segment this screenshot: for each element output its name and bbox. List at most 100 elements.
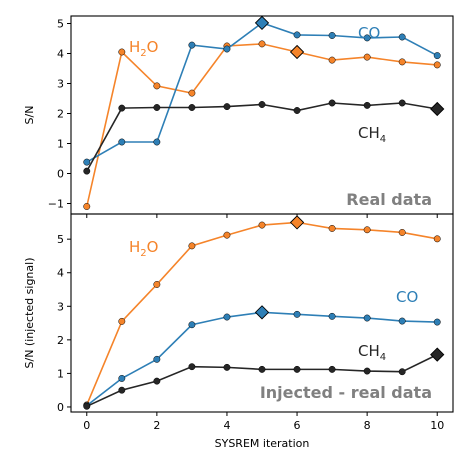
data-point-co — [223, 45, 231, 53]
data-point-ch4 — [153, 104, 161, 111]
data-point-co — [398, 33, 406, 41]
data-point-ch4 — [83, 402, 91, 410]
data-point-co — [363, 314, 371, 322]
y-tick-label: 2 — [57, 334, 64, 347]
data-point-ch4 — [398, 368, 406, 376]
data-point-highlight-h2o — [289, 215, 305, 230]
data-point-h2o — [328, 224, 336, 232]
y-tick-label: 2 — [57, 108, 64, 121]
x-axis-title: SYSREM iteration — [215, 437, 310, 450]
data-point-h2o — [433, 235, 441, 243]
series-label-h2o: H2O — [129, 238, 158, 259]
data-point-h2o — [363, 226, 371, 234]
y-tick-label: 4 — [57, 267, 64, 280]
data-point-co — [223, 313, 231, 321]
data-point-ch4 — [223, 103, 231, 111]
data-point-co — [153, 355, 161, 363]
series-h2o: H2O — [83, 215, 441, 409]
data-point-ch4 — [83, 167, 91, 175]
plot-frame — [70, 213, 454, 413]
data-point-highlight-ch4 — [430, 347, 445, 362]
data-point-co — [118, 138, 126, 146]
data-point-h2o — [83, 203, 91, 210]
data-point-co — [433, 318, 441, 326]
data-point-ch4 — [258, 365, 266, 373]
panel-label: Injected - real data — [260, 383, 432, 402]
panel-real-data: −1 0 1 2 3 4 5 S/N H2O CO CH4 Real data — [23, 15, 454, 218]
x-tick-label: 8 — [364, 419, 371, 432]
y-tick-label: 0 — [57, 401, 64, 414]
data-point-ch4 — [328, 365, 336, 373]
series-ch4: CH4 — [83, 99, 445, 175]
data-point-h2o — [118, 48, 126, 56]
data-point-h2o — [153, 281, 161, 288]
data-point-ch4 — [188, 363, 196, 371]
x-tick-label: 0 — [83, 419, 90, 432]
x-tick-label: 10 — [430, 419, 444, 432]
data-point-h2o — [398, 229, 406, 236]
data-point-h2o — [223, 231, 231, 239]
series-co: CO — [83, 15, 441, 166]
data-point-h2o — [398, 58, 406, 66]
data-point-co — [188, 41, 196, 49]
data-point-ch4 — [153, 377, 161, 385]
data-point-highlight-co — [254, 15, 270, 31]
data-point-co — [83, 158, 91, 166]
data-point-co — [293, 31, 301, 39]
data-point-h2o — [433, 61, 441, 69]
y-tick-label: 0 — [57, 168, 64, 181]
data-point-co — [293, 310, 301, 318]
panel-label: Real data — [346, 190, 432, 209]
data-point-highlight-co — [254, 305, 270, 320]
x-tick-label: 6 — [294, 419, 301, 432]
data-point-co — [328, 312, 336, 320]
y-tick-label: 3 — [57, 300, 64, 313]
y-axis-title: S/N — [23, 106, 36, 125]
y-tick-label: 1 — [57, 367, 64, 380]
data-point-co — [398, 317, 406, 325]
data-point-ch4 — [398, 99, 406, 107]
series-h2o: H2O — [83, 38, 441, 210]
y-tick-label: −1 — [48, 198, 64, 211]
panel-injected: 0 1 2 3 4 5 0 2 4 6 8 10 S/N (injected signal) SYSREM… — [23, 213, 454, 450]
y-tick-label: 5 — [57, 18, 64, 31]
y-tick-label: 5 — [57, 233, 64, 246]
x-tick-label: 2 — [153, 419, 160, 432]
data-point-ch4 — [223, 363, 231, 371]
y-tick-label: 1 — [57, 138, 64, 151]
data-point-ch4 — [293, 365, 301, 373]
series-label-ch4: CH4 — [358, 124, 386, 145]
data-point-ch4 — [363, 367, 371, 375]
y-axis-title: S/N (injected signal) — [23, 258, 36, 369]
series-ch4: CH4 — [83, 342, 445, 410]
series-label-ch4: CH4 — [358, 342, 386, 363]
data-point-co — [153, 138, 161, 146]
data-point-h2o — [153, 82, 161, 90]
data-point-h2o — [188, 242, 196, 250]
data-point-h2o — [363, 53, 371, 61]
series-label-co: CO — [396, 288, 418, 306]
data-point-ch4 — [188, 104, 196, 111]
data-point-co — [328, 32, 336, 39]
series-line-h2o — [85, 43, 438, 207]
data-point-ch4 — [328, 99, 336, 107]
data-point-h2o — [328, 56, 336, 64]
data-point-h2o — [258, 40, 266, 48]
data-point-ch4 — [258, 101, 266, 108]
data-point-ch4 — [118, 104, 126, 112]
y-tick-label: 4 — [57, 48, 64, 61]
y-tick-label: 3 — [57, 78, 64, 91]
data-point-highlight-ch4 — [430, 101, 445, 117]
data-point-ch4 — [363, 101, 371, 109]
data-point-co — [188, 321, 196, 329]
data-point-h2o — [258, 221, 266, 229]
series-co: CO — [83, 288, 441, 410]
data-point-h2o — [118, 317, 126, 325]
data-point-co — [363, 34, 371, 42]
data-point-co — [118, 374, 126, 382]
data-point-h2o — [188, 89, 196, 97]
data-point-ch4 — [293, 107, 301, 114]
data-point-ch4 — [118, 386, 126, 394]
data-point-co — [433, 52, 441, 60]
